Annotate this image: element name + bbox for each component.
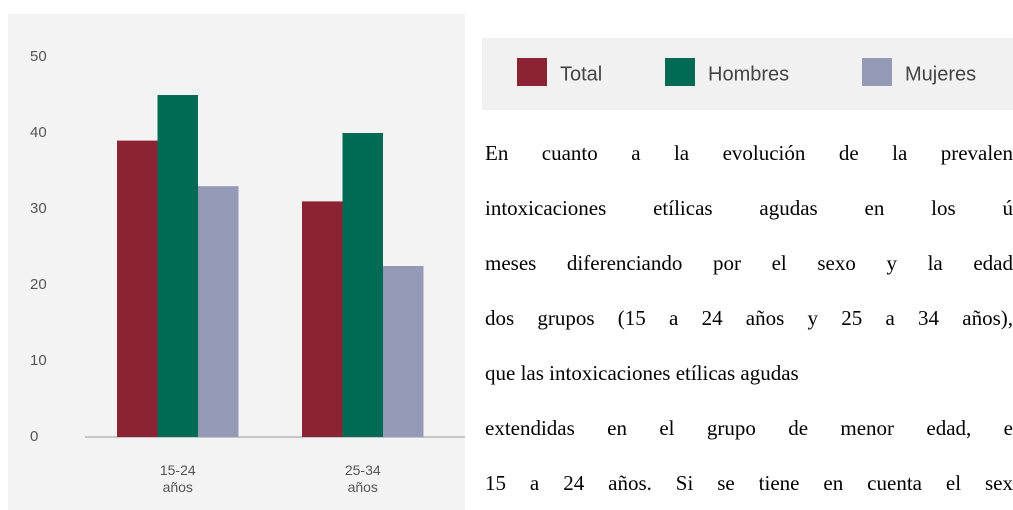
paragraph-line-box: intoxicaciones etílicas agudas en los ú bbox=[485, 193, 1013, 223]
paragraph-line-box: que las intoxicaciones etílicas agudas bbox=[485, 358, 1013, 388]
paragraph-line: intoxicaciones etílicas agudas en los ú bbox=[485, 196, 1013, 220]
legend-label: Total bbox=[560, 63, 602, 85]
paragraph-line-box: extendidas en el grupo de menor edad, e bbox=[485, 413, 1013, 443]
paragraph-line: meses diferenciando por el sexo y la eda… bbox=[485, 251, 1013, 275]
paragraph-line: que las intoxicaciones etílicas agudas bbox=[485, 361, 799, 385]
legend-swatch bbox=[517, 58, 547, 86]
legend-label: Hombres bbox=[708, 63, 789, 85]
bar bbox=[198, 186, 239, 437]
bar bbox=[342, 133, 383, 437]
y-tick-label: 50 bbox=[30, 48, 47, 65]
legend-swatch bbox=[862, 58, 892, 86]
legend-background bbox=[482, 38, 1013, 110]
paragraph-line-box: meses diferenciando por el sexo y la eda… bbox=[485, 248, 1013, 278]
paragraph-line-box: 15 a 24 años. Si se tiene en cuenta el s… bbox=[485, 468, 1013, 498]
paragraph-line: En cuanto a la evolución de la prevalen bbox=[485, 141, 1013, 165]
y-tick-label: 10 bbox=[30, 352, 47, 369]
y-tick-label: 0 bbox=[30, 428, 38, 445]
paragraph-line-box: dos grupos (15 a 24 años y 25 a 34 años)… bbox=[485, 303, 1013, 333]
y-tick-label: 30 bbox=[30, 200, 47, 217]
x-tick-label: 25-34 años bbox=[344, 462, 381, 495]
paragraph-line: dos grupos (15 a 24 años y 25 a 34 años)… bbox=[485, 306, 1013, 330]
legend-swatch bbox=[665, 58, 695, 86]
paragraph-line-box: En cuanto a la evolución de la prevalen bbox=[485, 138, 1013, 168]
legend-label: Mujeres bbox=[905, 63, 976, 85]
y-tick-label: 20 bbox=[30, 276, 47, 293]
paragraph-line: 15 a 24 años. Si se tiene en cuenta el s… bbox=[485, 471, 1013, 495]
y-tick-label: 40 bbox=[30, 124, 47, 141]
bar bbox=[302, 201, 343, 437]
bar bbox=[383, 266, 424, 437]
bar bbox=[157, 95, 198, 437]
bar bbox=[117, 140, 158, 437]
paragraph-line: extendidas en el grupo de menor edad, e bbox=[485, 416, 1013, 440]
x-tick-label: 15-24 años bbox=[159, 462, 196, 495]
